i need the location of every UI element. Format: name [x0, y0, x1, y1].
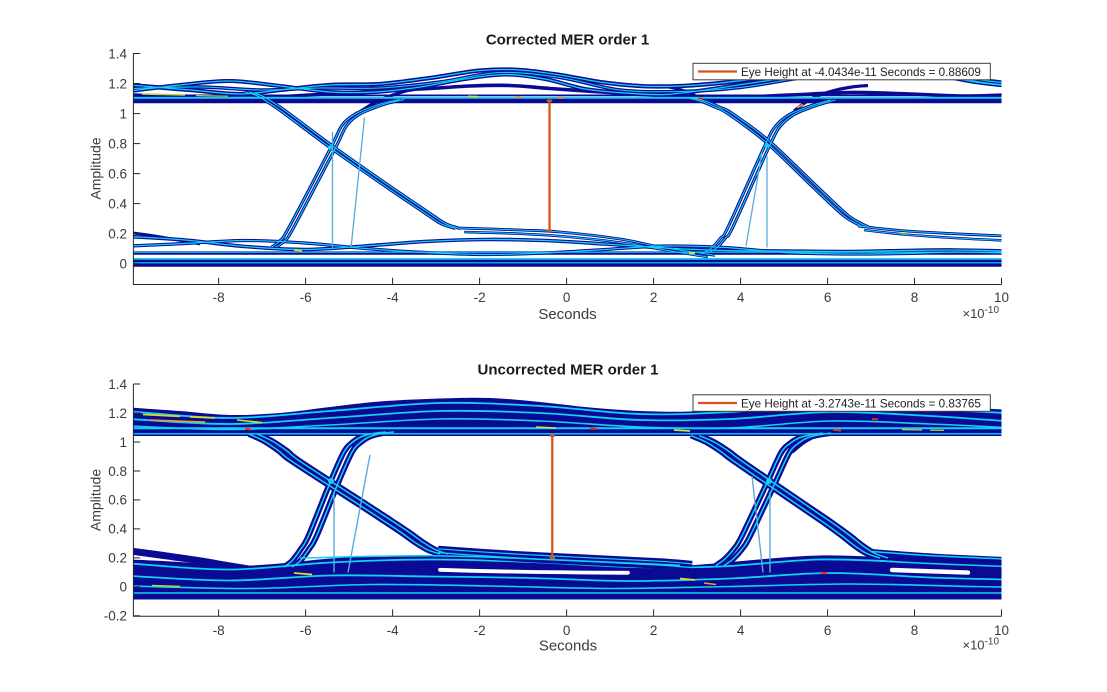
svg-text:0.8: 0.8	[108, 464, 127, 479]
svg-text:-2: -2	[474, 623, 486, 638]
svg-text:Corrected MER order 1: Corrected MER order 1	[486, 32, 649, 49]
svg-text:0.4: 0.4	[108, 522, 127, 537]
svg-text:10: 10	[994, 623, 1009, 638]
svg-text:0.6: 0.6	[108, 166, 127, 181]
svg-text:0.4: 0.4	[108, 196, 127, 211]
svg-text:Seconds: Seconds	[539, 638, 597, 655]
svg-text:-8: -8	[213, 623, 225, 638]
svg-text:-8: -8	[213, 290, 225, 305]
svg-text:0.2: 0.2	[108, 551, 127, 566]
svg-text:1.4: 1.4	[108, 46, 127, 61]
svg-text:0.2: 0.2	[108, 227, 127, 242]
svg-text:8: 8	[911, 623, 919, 638]
svg-text:1: 1	[119, 106, 127, 121]
svg-text:Eye Height at -3.2743e-11 Seco: Eye Height at -3.2743e-11 Seconds = 0.83…	[741, 397, 981, 410]
svg-text:2: 2	[650, 623, 658, 638]
svg-text:Eye Height at -4.0434e-11 Seco: Eye Height at -4.0434e-11 Seconds = 0.88…	[741, 66, 981, 79]
svg-text:Uncorrected MER order 1: Uncorrected MER order 1	[478, 362, 659, 379]
svg-text:-0.2: -0.2	[104, 609, 127, 624]
svg-text:0.8: 0.8	[108, 136, 127, 151]
svg-text:0: 0	[563, 623, 571, 638]
svg-text:1.2: 1.2	[108, 76, 127, 91]
svg-text:-6: -6	[300, 290, 312, 305]
svg-text:0.6: 0.6	[108, 493, 127, 508]
svg-text:0: 0	[563, 290, 571, 305]
svg-text:Amplitude: Amplitude	[87, 137, 103, 199]
svg-text:1: 1	[119, 435, 127, 450]
svg-text:1.4: 1.4	[108, 377, 127, 392]
svg-text:Seconds: Seconds	[538, 306, 596, 323]
svg-text:1.2: 1.2	[108, 406, 127, 421]
svg-text:8: 8	[911, 290, 919, 305]
svg-text:Amplitude: Amplitude	[87, 469, 103, 531]
svg-text:0: 0	[119, 257, 127, 272]
svg-text:6: 6	[824, 623, 832, 638]
svg-text:2: 2	[650, 290, 658, 305]
svg-text:-4: -4	[387, 290, 399, 305]
svg-text:-4: -4	[387, 623, 399, 638]
svg-text:0: 0	[119, 580, 127, 595]
svg-text:-2: -2	[474, 290, 486, 305]
svg-text:-6: -6	[300, 623, 312, 638]
svg-text:4: 4	[737, 290, 745, 305]
svg-text:10: 10	[994, 290, 1009, 305]
svg-text:4: 4	[737, 623, 745, 638]
svg-text:6: 6	[824, 290, 832, 305]
